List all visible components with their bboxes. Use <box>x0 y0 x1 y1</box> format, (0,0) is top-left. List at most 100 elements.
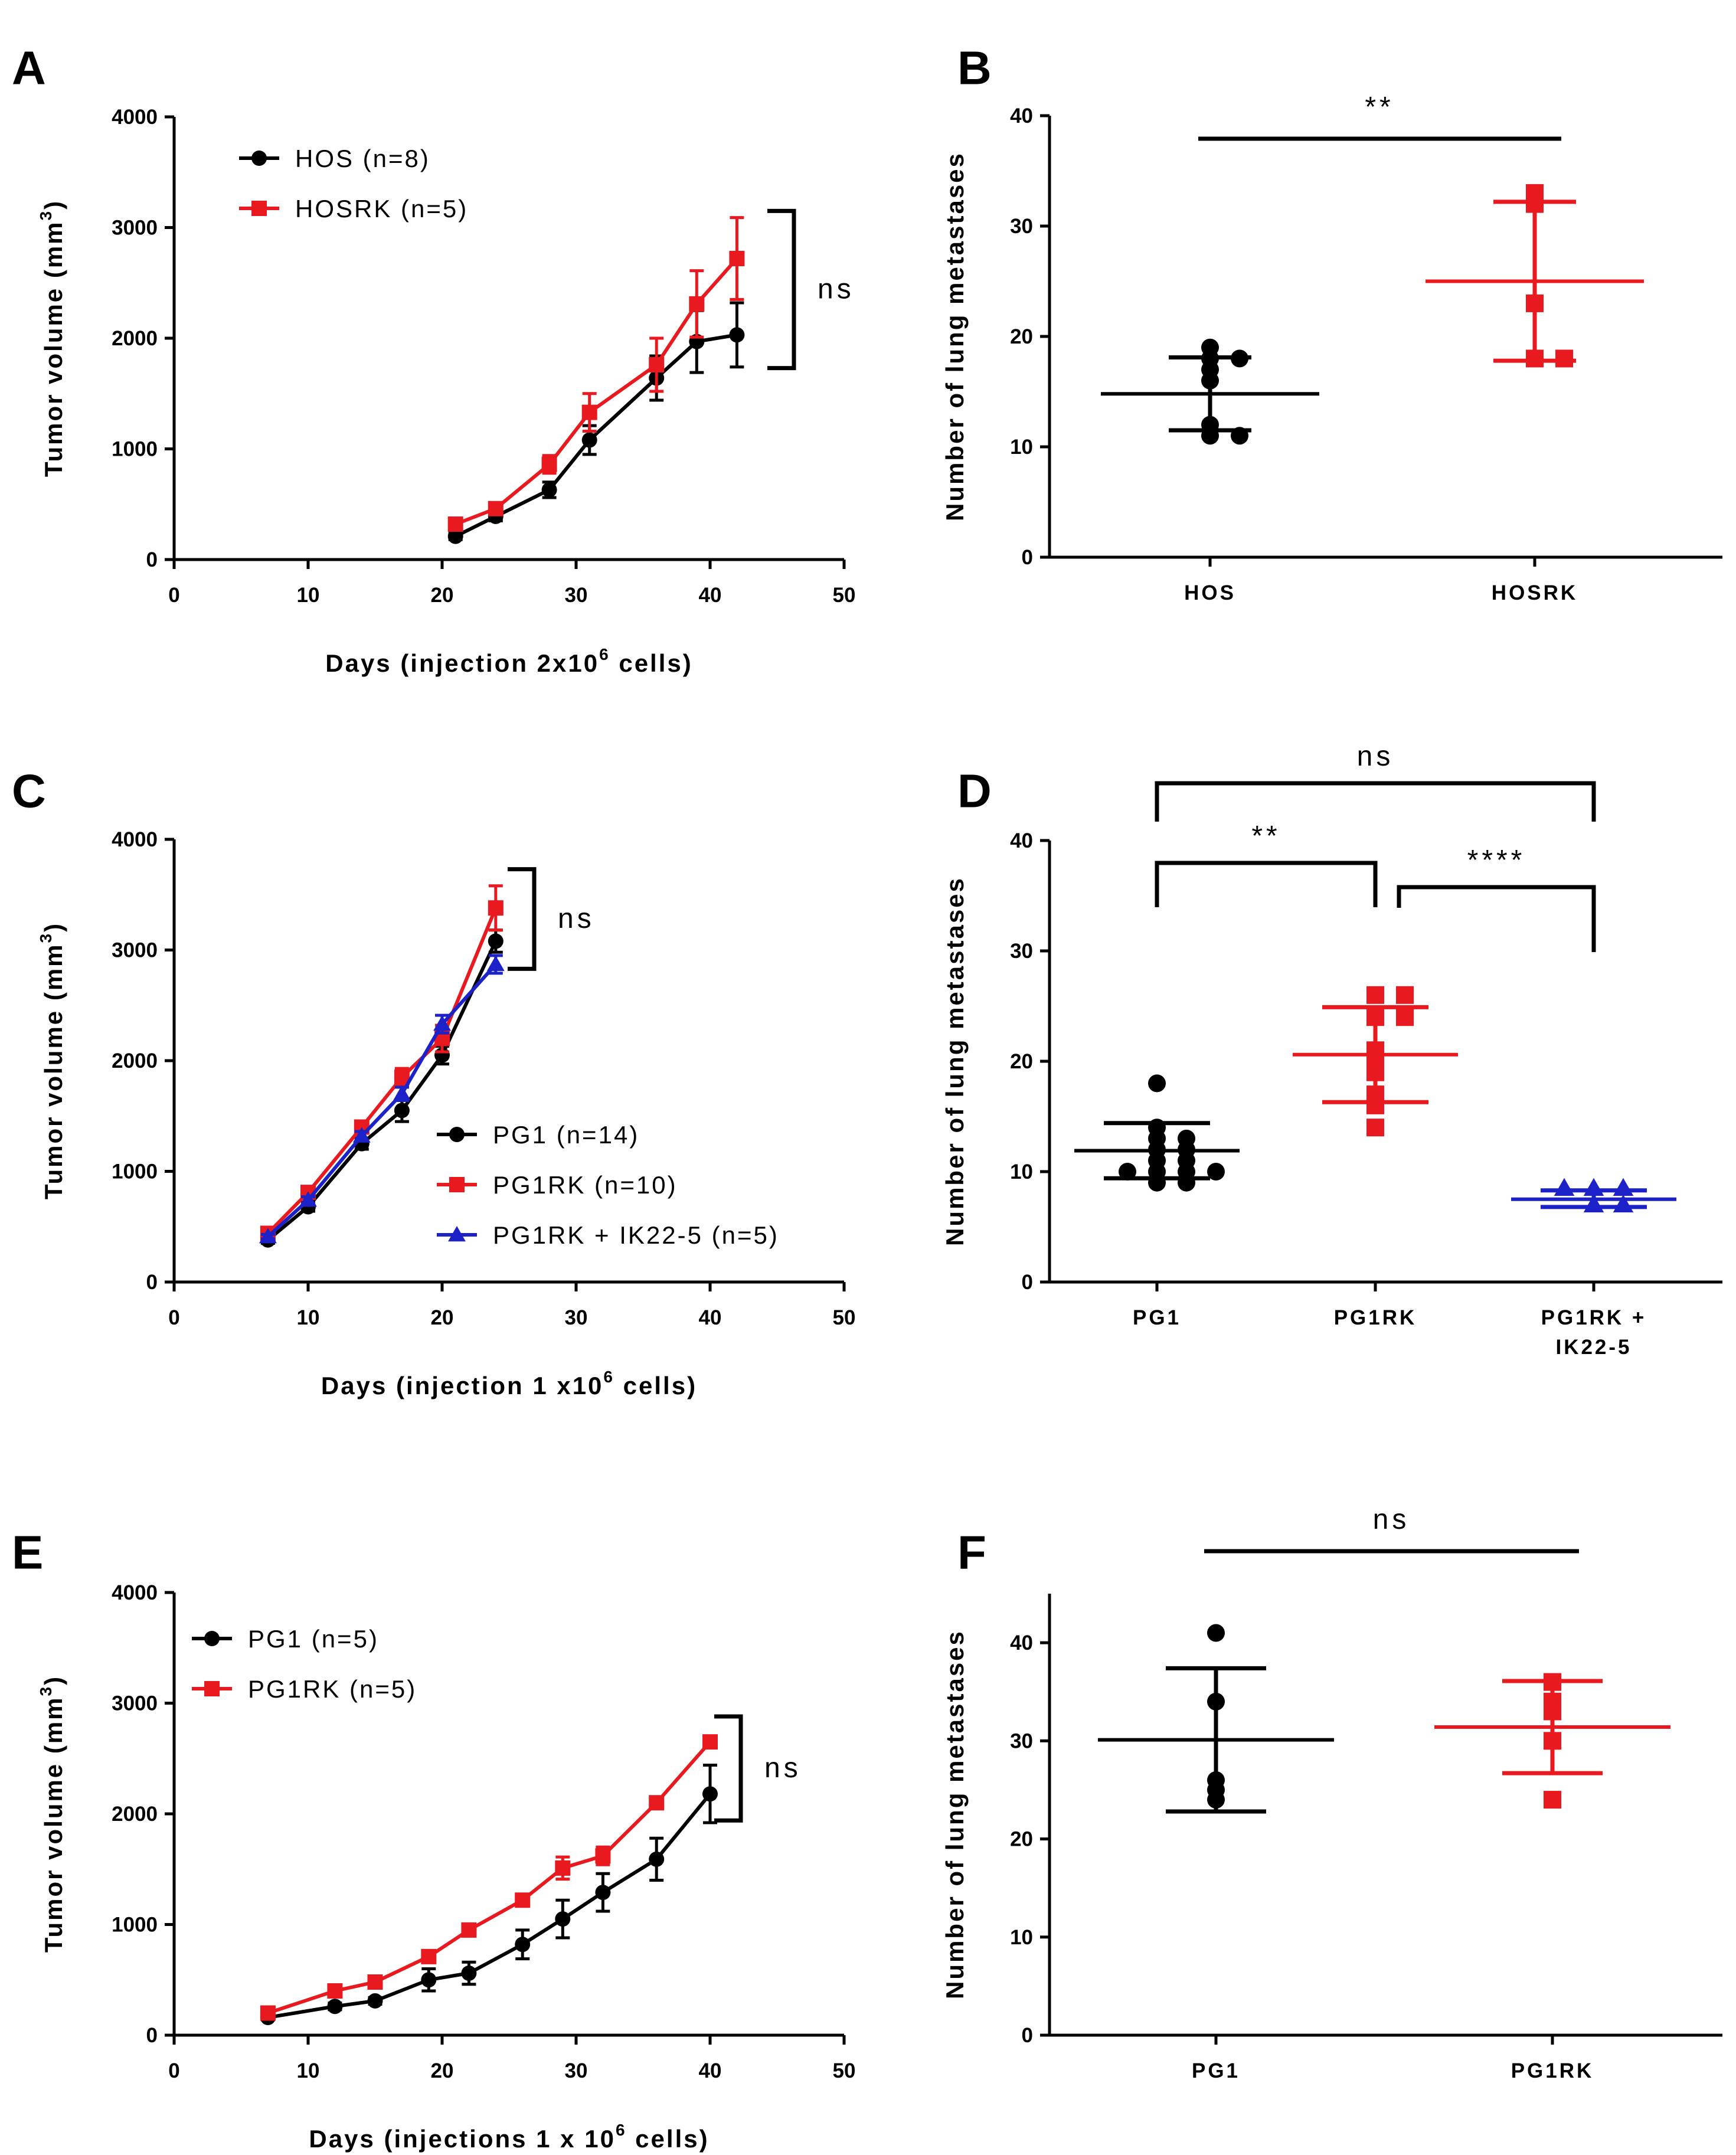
x-tick-label: 40 <box>699 2059 722 2082</box>
y-axis-title-text: Tumor volume (mm <box>40 943 67 1199</box>
y-tick-label: 3000 <box>112 939 158 962</box>
data-point <box>1396 986 1414 1004</box>
data-point <box>555 1860 571 1876</box>
data-point <box>1613 1178 1634 1196</box>
significance-label: ns <box>764 1752 802 1784</box>
x-axis-title-tail: cells) <box>627 2125 710 2153</box>
y-tick-label: 0 <box>146 2024 158 2047</box>
data-point <box>421 1948 437 1964</box>
x-tick-label: 20 <box>431 584 454 607</box>
panel-label-c: C <box>12 765 46 817</box>
x-tick-label: 0 <box>168 584 179 607</box>
data-point <box>488 933 504 949</box>
significance-label: ns <box>818 274 855 305</box>
data-point <box>461 1966 477 1981</box>
y-tick-label: 40 <box>1010 104 1033 127</box>
y-tick-label: 40 <box>1010 1631 1033 1654</box>
data-point <box>1544 1732 1561 1750</box>
data-point <box>260 2005 276 2021</box>
x-tick-label: 50 <box>833 1306 856 1329</box>
x-tick-label: 50 <box>833 2059 856 2082</box>
panel-label-a: A <box>12 42 46 94</box>
x-tick-label: 0 <box>168 2059 179 2082</box>
y-axis-title-sup: 3 <box>37 210 55 221</box>
x-axis-title-text: Days (injections 1 x 10 <box>309 2125 616 2153</box>
y-tick-label: 20 <box>1010 325 1033 348</box>
y-tick-label: 4000 <box>112 106 158 129</box>
significance-bracket <box>767 208 796 371</box>
x-tick-label: PG1RK + <box>1541 1306 1647 1329</box>
data-point <box>649 1795 665 1811</box>
y-axis-title: Tumor volume (mm3) <box>37 200 67 477</box>
data-point <box>486 955 505 972</box>
data-point <box>1207 1163 1225 1180</box>
comparison-bracket <box>1155 781 1596 822</box>
y-tick-label: 1000 <box>112 1914 158 1937</box>
y-axis-title: Number of lung metastases <box>941 1630 969 1999</box>
legend-marker <box>449 1177 465 1192</box>
y-tick-label: 0 <box>1022 1271 1033 1294</box>
legend-label: PG1 (n=5) <box>248 1625 379 1653</box>
data-point <box>299 1191 317 1207</box>
y-tick-label: 3000 <box>112 217 158 240</box>
y-tick-label: 4000 <box>112 1581 158 1604</box>
series-hosrk-n-5- <box>447 216 745 532</box>
y-tick-label: 30 <box>1010 940 1033 963</box>
x-axis-title: Days (injection 1 x106 cells) <box>321 1368 697 1399</box>
legend-marker <box>448 1226 466 1242</box>
comparison-label: ** <box>1251 820 1280 852</box>
data-point <box>1148 1173 1166 1192</box>
y-axis-title-sup: 3 <box>37 1685 55 1696</box>
group-pg1: PG1 <box>1098 1624 1334 2082</box>
data-point <box>649 1851 665 1867</box>
y-tick-label: 2000 <box>112 1803 158 1826</box>
data-point <box>1366 986 1384 1004</box>
y-axis-title-text: Number of lung metastases <box>941 877 969 1246</box>
y-tick-label: 10 <box>1010 1926 1033 1949</box>
group-pg1rk: PG1RK <box>1293 986 1458 1329</box>
x-tick-label-line2: IK22-5 <box>1555 1336 1632 1359</box>
x-axis-title-sup: 6 <box>603 1368 614 1386</box>
y-tick-label: 0 <box>1022 546 1033 569</box>
legend-label: PG1RK (n=10) <box>493 1171 678 1199</box>
y-tick-label: 10 <box>1010 436 1033 459</box>
series-line <box>267 1741 712 2015</box>
data-point <box>1544 1702 1561 1721</box>
data-point <box>447 528 463 544</box>
y-tick-label: 30 <box>1010 1729 1033 1752</box>
group-pg1rk-: PG1RK + IK22-5 <box>1511 1178 1676 1359</box>
x-tick-label: HOSRK <box>1492 581 1578 604</box>
y-tick-label: 0 <box>146 548 158 571</box>
data-point <box>327 1999 343 2015</box>
axes <box>1040 1594 1722 2037</box>
axes <box>165 838 846 1291</box>
data-point <box>541 456 557 472</box>
data-point <box>1613 1194 1634 1213</box>
data-point <box>702 1786 718 1802</box>
y-tick-label: 1000 <box>112 1160 158 1183</box>
legend-label: HOSRK (n=5) <box>295 195 468 223</box>
data-point <box>649 357 665 372</box>
y-tick-label: 1000 <box>112 438 158 461</box>
panel-a: A 0 10 20 30 40 50 0 1000 2000 3000 4000 Tumor volum… <box>12 42 855 677</box>
data-point <box>1555 349 1573 368</box>
y-axis-title-close: ) <box>40 200 67 210</box>
x-tick-label: 20 <box>431 1306 454 1329</box>
data-point <box>1396 1008 1414 1026</box>
comparison-bracket <box>1155 861 1378 907</box>
series-pg1rk-ik22-5-n-5- <box>259 954 505 1244</box>
data-point <box>1526 195 1544 213</box>
y-tick-label: 0 <box>146 1271 158 1294</box>
legend-label: PG1 (n=14) <box>493 1121 639 1149</box>
y-tick-label: 3000 <box>112 1692 158 1715</box>
data-point <box>259 1228 277 1244</box>
y-axis-title-close: ) <box>40 1675 67 1685</box>
comparison-label: ** <box>1365 91 1394 123</box>
x-axis-title: Days (injections 1 x 106 cells) <box>309 2121 709 2153</box>
data-point <box>367 1993 383 2009</box>
x-tick-label: 10 <box>297 1306 320 1329</box>
data-point <box>1178 1173 1195 1192</box>
data-point <box>1544 1791 1561 1809</box>
data-point <box>1526 349 1544 368</box>
data-point <box>393 1085 411 1101</box>
